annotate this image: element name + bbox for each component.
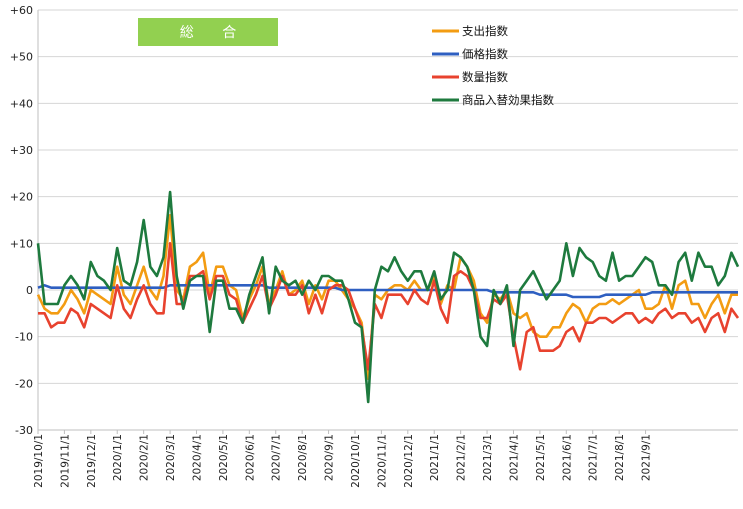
series-line-3 (38, 242, 740, 371)
y-tick-label: -30 (15, 424, 33, 437)
x-tick-label: 2020/1/1 (112, 434, 124, 481)
x-tick-label: 2020/7/1 (271, 434, 283, 481)
y-tick-label: +40 (10, 97, 33, 110)
chart-title-box (138, 18, 278, 46)
x-tick-label: 2020/8/1 (297, 434, 309, 481)
x-tick-label: 2021/2/1 (456, 434, 468, 481)
x-tick-label: 2020/12/1 (403, 434, 415, 488)
series-line-4 (36, 190, 740, 404)
x-tick-label: 2020/10/1 (350, 434, 362, 488)
x-tick-label: 2020/9/1 (324, 434, 336, 481)
x-tick-label: 2021/7/1 (588, 434, 600, 481)
x-tick-label: 2021/8/1 (614, 434, 626, 481)
x-tick-label: 2021/5/1 (535, 434, 547, 481)
y-tick-label: +10 (10, 237, 33, 250)
series-line-2 (37, 283, 738, 299)
y-tick-label: +50 (10, 51, 33, 64)
x-tick-label: 2019/11/1 (59, 434, 71, 488)
x-tick-label: 2020/11/1 (376, 434, 388, 488)
legend-label-3: 数量指数 (462, 70, 508, 84)
x-tick-label: 2021/1/1 (429, 434, 441, 481)
y-tick-label: -10 (15, 331, 33, 344)
x-tick-label: 2021/6/1 (561, 434, 573, 481)
x-tick-label: 2019/10/1 (33, 434, 45, 488)
legend-label-1: 支出指数 (462, 24, 508, 38)
x-tick-label: 2019/12/1 (86, 434, 98, 488)
y-axis-tick-labels: +60 +50 +40 +30 +20 +10 0 -10 -20 -30 (10, 4, 33, 437)
y-tick-label: 0 (26, 284, 33, 297)
y-tick-label: +60 (10, 4, 33, 17)
x-tick-label: 2021/9/1 (641, 434, 653, 481)
x-tick-label: 2020/6/1 (244, 434, 256, 481)
x-axis-tick-labels: 2019/10/1 2019/11/1 2019/12/1 2020/1/1 2020/… (33, 430, 653, 488)
x-tick-label: 2021/4/1 (508, 434, 520, 481)
gridlines (37, 9, 738, 431)
y-tick-label: +20 (10, 191, 33, 204)
x-tick-label: 2020/4/1 (191, 434, 203, 481)
x-tick-label: 2020/2/1 (139, 434, 151, 481)
x-tick-label: 2020/3/1 (165, 434, 177, 481)
x-tick-label: 2020/5/1 (218, 434, 230, 481)
legend-label-2: 価格指数 (462, 47, 508, 61)
y-tick-label: +30 (10, 144, 33, 157)
y-tick-label: -20 (15, 377, 33, 390)
series-lines (36, 190, 740, 404)
x-tick-label: 2021/3/1 (482, 434, 494, 481)
chart-title: 総 合 (180, 25, 248, 41)
legend-label-4: 商品入替効果指数 (462, 93, 554, 107)
